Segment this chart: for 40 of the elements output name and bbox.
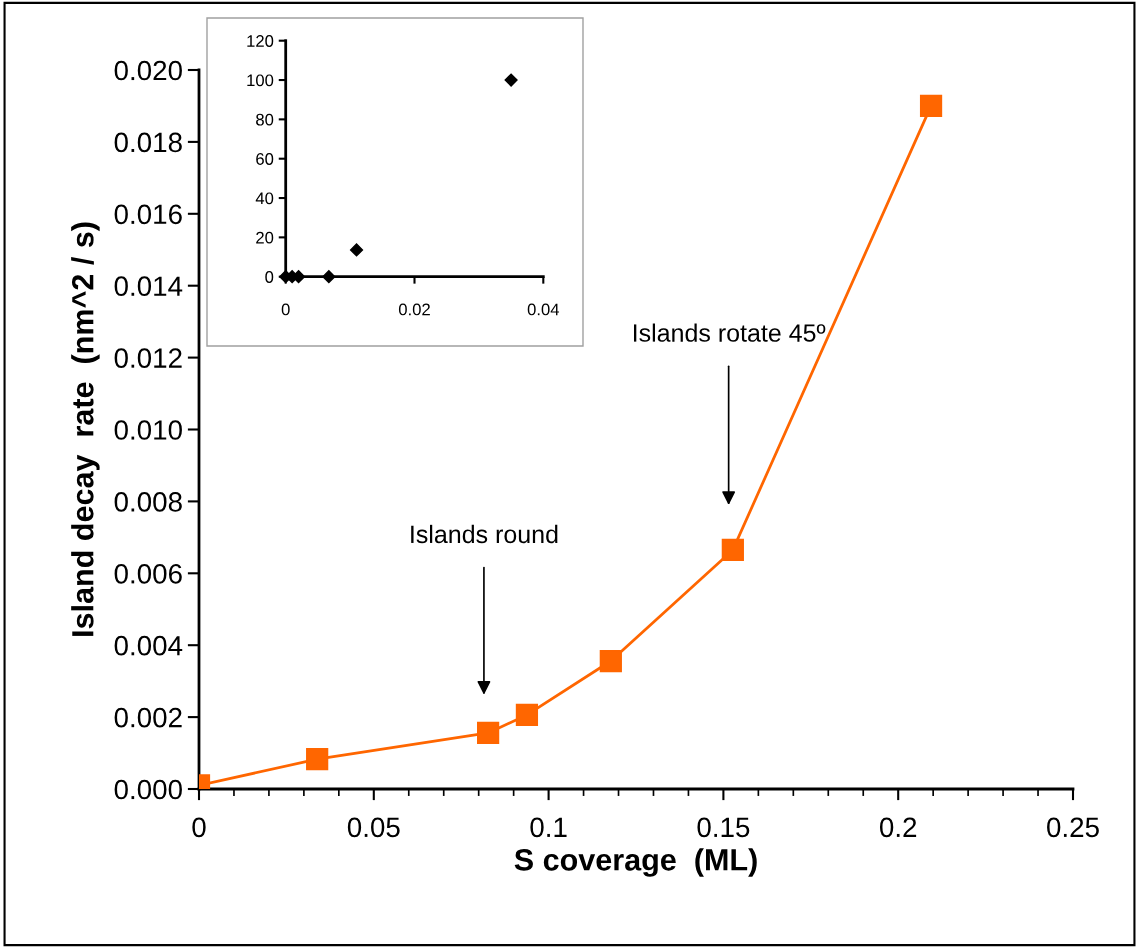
annotation: Islands rotate 45º [633, 323, 826, 342]
point [306, 748, 329, 771]
point [349, 243, 364, 257]
x-tick-label: 0.05 [347, 817, 400, 838]
point [477, 721, 500, 745]
point [599, 649, 622, 673]
y-tick-label: 100 [247, 74, 274, 87]
y-tick-label: 0 [265, 271, 274, 283]
x-tick-label: 0 [192, 817, 206, 838]
y-tick-label: 0.020 [114, 60, 182, 81]
point [322, 270, 336, 284]
y-tick-label: 0.006 [114, 563, 182, 584]
point [721, 538, 744, 562]
x-tick-label: 0.04 [527, 303, 560, 316]
y-tick-label: 40 [255, 192, 274, 205]
y-tick-label: 60 [256, 153, 274, 165]
y-tick-label: 0.000 [114, 779, 182, 800]
point [919, 94, 943, 118]
x-tick-label: 0.02 [398, 303, 430, 316]
y-tick-label: 20 [256, 231, 274, 244]
annotation: Islands round [411, 524, 558, 544]
y-tick-label: 0.004 [114, 635, 183, 656]
y-axis-title: Island decay rate (nm^2 / s) [71, 222, 100, 636]
x-tick-label: 0 [281, 303, 290, 316]
y-tick-label: 0.002 [114, 707, 182, 728]
y-tick-label: 80 [256, 113, 274, 126]
y-tick-label: 0.014 [114, 276, 183, 297]
x-tick-label: 0.1 [530, 817, 567, 838]
x-tick-label: 0.25 [1047, 817, 1099, 838]
y-tick-label: 0.018 [114, 132, 182, 153]
y-tick-label: 120 [247, 35, 274, 47]
point [504, 73, 518, 87]
x-axis-title: S coverage (ML) [514, 848, 757, 877]
x-tick-label: 0.2 [879, 817, 917, 838]
y-tick-label: 0.008 [114, 492, 182, 512]
x-tick-label: 0.15 [697, 817, 750, 838]
point [515, 703, 539, 727]
y-tick-label: 0.010 [114, 420, 182, 440]
y-tick-label: 0.012 [114, 348, 182, 368]
y-tick-label: 0.016 [114, 204, 182, 225]
